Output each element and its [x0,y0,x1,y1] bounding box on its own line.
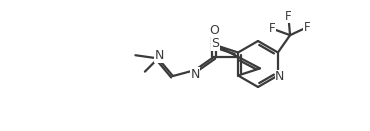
Text: S: S [211,37,219,50]
Text: F: F [285,10,292,23]
Text: O: O [209,24,219,37]
Text: F: F [304,21,311,34]
Text: N: N [154,49,164,62]
Text: N: N [191,68,200,81]
Text: N: N [275,70,285,83]
Text: F: F [269,21,276,35]
